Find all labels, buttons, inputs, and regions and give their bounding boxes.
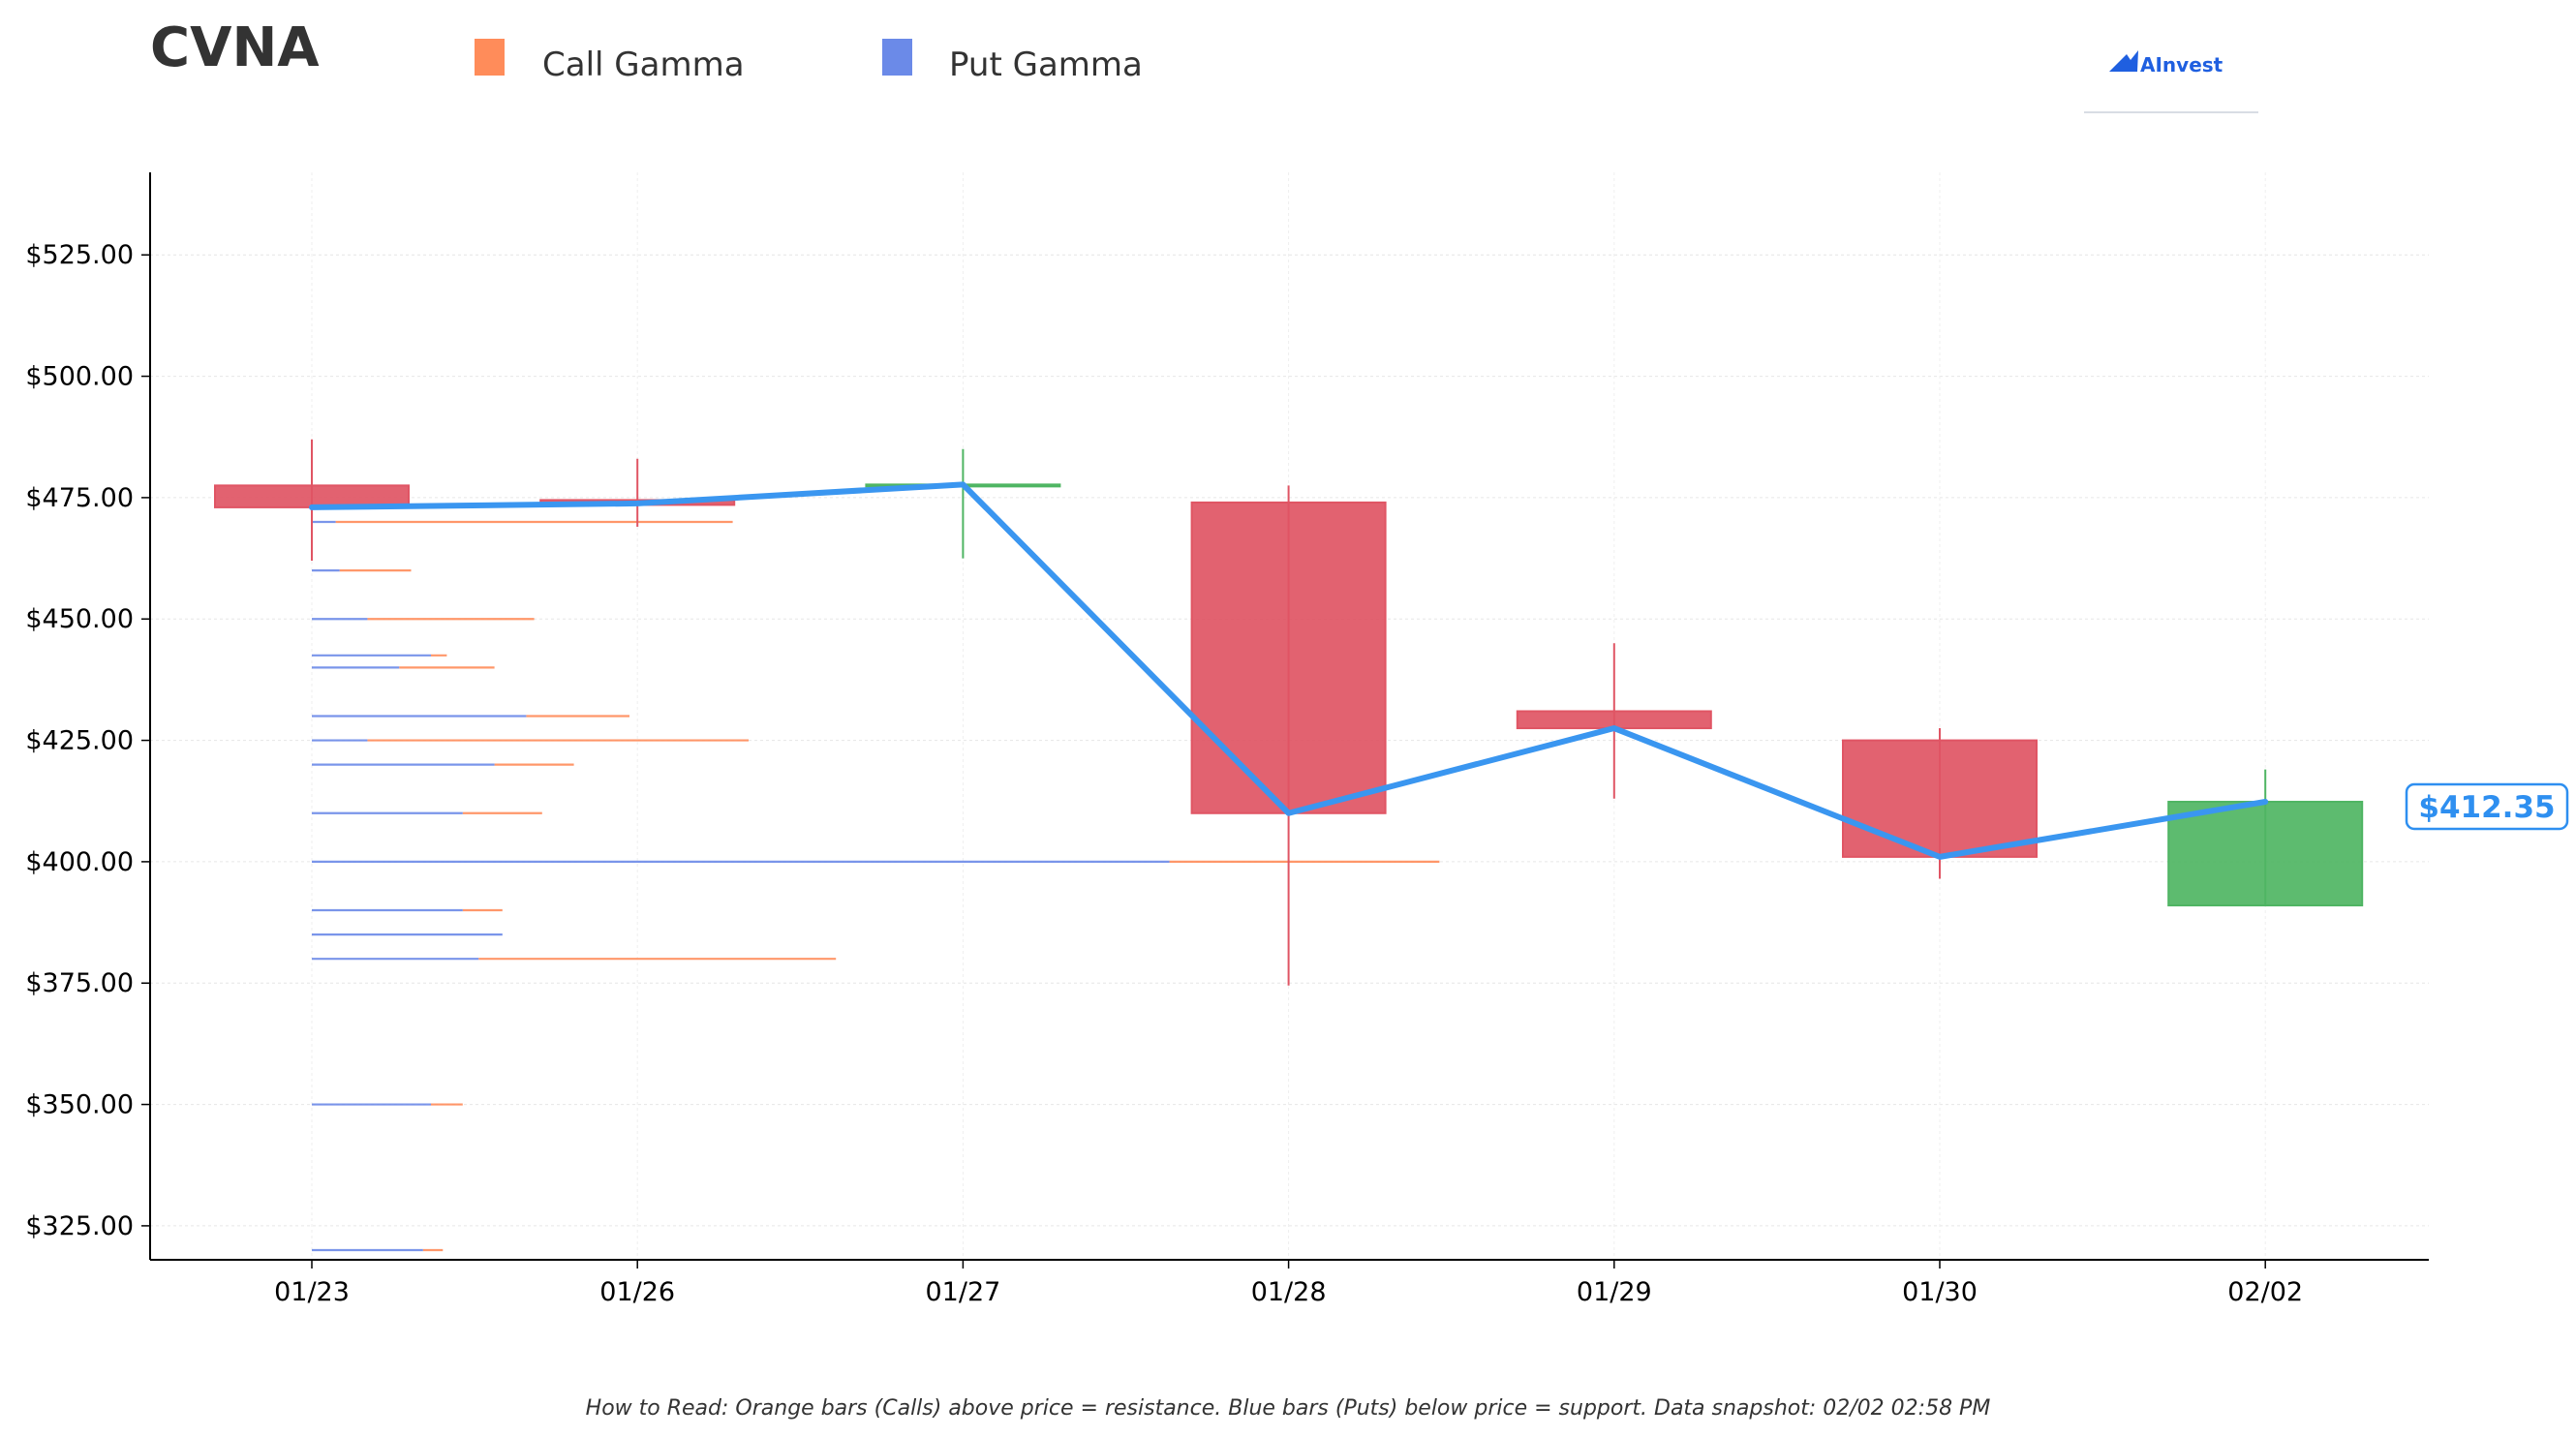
put-gamma-legend-swatch xyxy=(882,39,912,76)
y-tick-label: $475.00 xyxy=(25,483,134,513)
y-tick-label: $400.00 xyxy=(25,847,134,877)
y-tick-label: $425.00 xyxy=(25,726,134,756)
x-tick-label: 01/23 xyxy=(274,1277,350,1307)
x-tick-label: 01/28 xyxy=(1251,1277,1327,1307)
current-price-tag: $412.35 xyxy=(2405,782,2569,831)
y-tick-label: $450.00 xyxy=(25,604,134,634)
x-tick-label: 02/02 xyxy=(2227,1277,2303,1307)
y-tick-label: $525.00 xyxy=(25,240,134,270)
y-tick-label: $350.00 xyxy=(25,1090,134,1120)
brand-mark-icon xyxy=(2109,50,2138,72)
brand-name: AInvest xyxy=(2140,53,2223,76)
y-tick-label: $375.00 xyxy=(25,968,134,998)
close-price-polyline xyxy=(309,481,2269,860)
call-gamma-legend-label: Call Gamma xyxy=(542,46,745,84)
y-axis-ticks: $325.00 $350.00 $375.00 $400.00 $425.00 $450.… xyxy=(25,240,150,1241)
axes xyxy=(149,172,2429,1261)
close-price-line xyxy=(309,481,2269,860)
current-price-label: $412.35 xyxy=(2418,790,2555,825)
x-axis-ticks: 01/23 01/26 01/27 01/28 01/29 01/30 02/02 xyxy=(274,1260,2303,1307)
x-tick-label: 01/27 xyxy=(925,1277,1000,1307)
call-gamma-legend-swatch xyxy=(475,39,505,76)
candlesticks xyxy=(214,439,2364,986)
candle-body xyxy=(2167,800,2364,907)
candle-body xyxy=(1190,501,1387,814)
y-tick-label: $325.00 xyxy=(25,1211,134,1241)
current-price-box xyxy=(2405,782,2569,831)
brand-logo: AInvest xyxy=(2084,50,2258,113)
x-tick-label: 01/30 xyxy=(1902,1277,1978,1307)
candle-body xyxy=(1842,739,2038,858)
y-tick-label: $500.00 xyxy=(25,362,134,392)
x-tick-label: 01/29 xyxy=(1577,1277,1652,1307)
gamma-bars xyxy=(312,520,1440,1252)
ticker-title: CVNA xyxy=(150,16,320,79)
how-to-read-footnote: How to Read: Orange bars (Calls) above p… xyxy=(586,1396,1991,1421)
put-gamma-legend-label: Put Gamma xyxy=(949,46,1143,84)
x-tick-label: 01/26 xyxy=(599,1277,675,1307)
